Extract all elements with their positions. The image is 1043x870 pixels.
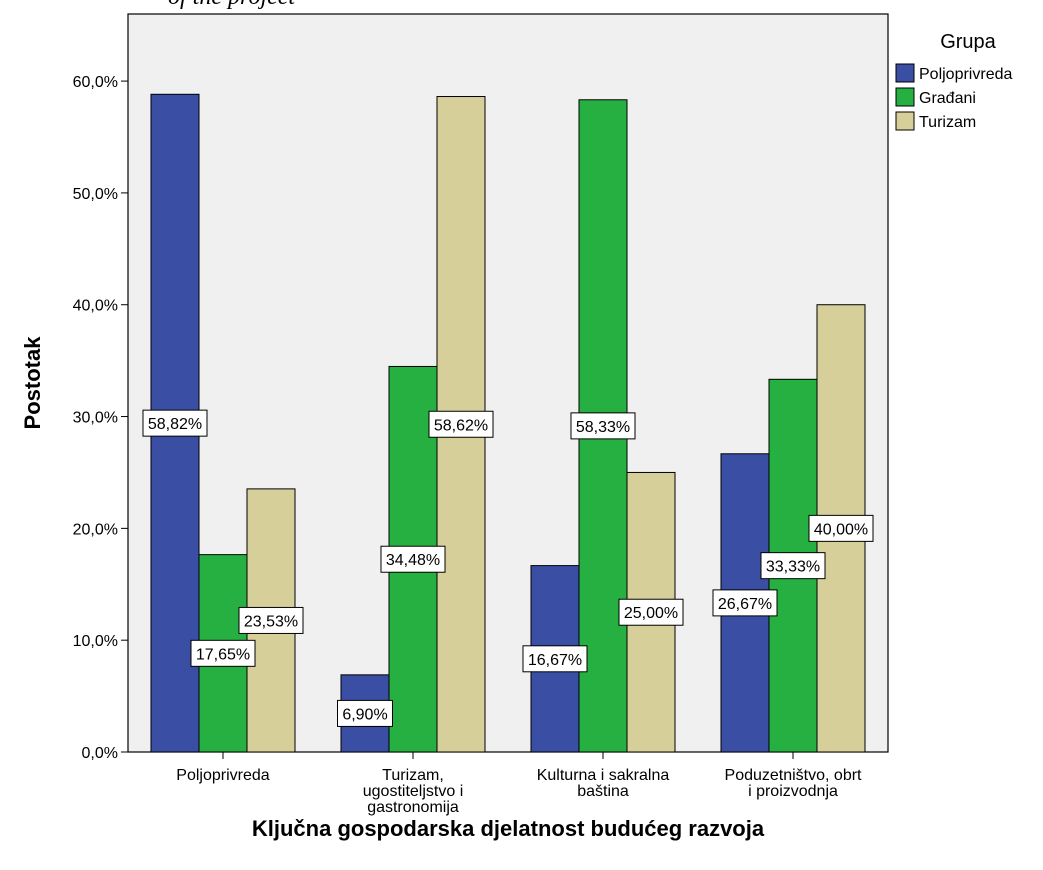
x-tick-label-line: Kulturna i sakralna <box>537 767 670 784</box>
data-label-2-2: 25,00% <box>618 598 684 626</box>
data-label-text: 58,33% <box>576 419 630 436</box>
x-tick-label-line: ugostiteljstvo i <box>363 783 464 800</box>
x-tick-label-line: gastronomija <box>367 799 459 816</box>
x-tick-label-line: Turizam, <box>382 767 444 784</box>
data-label-0-1: 17,65% <box>190 639 256 667</box>
data-label-box <box>570 412 636 440</box>
y-tick-label: 10,0% <box>73 633 118 650</box>
x-tick-label-line: Poljoprivreda <box>176 767 269 784</box>
data-label-3-0: 26,67% <box>712 589 778 617</box>
data-label-text: 25,00% <box>624 605 678 622</box>
legend-item-1: Građani <box>895 87 976 107</box>
data-label-0-2: 23,53% <box>238 606 304 634</box>
data-label-box <box>380 545 446 573</box>
data-label-box <box>522 645 588 673</box>
data-label-text: 58,82% <box>148 416 202 433</box>
data-label-1-1: 34,48% <box>380 545 446 573</box>
data-label-2-0: 16,67% <box>522 645 588 673</box>
header-fragment: of the project <box>168 0 295 11</box>
data-label-box <box>712 589 778 617</box>
legend-label: Turizam <box>919 114 976 131</box>
data-label-text: 34,48% <box>386 552 440 569</box>
legend-swatch <box>895 63 915 83</box>
y-tick-label: 0,0% <box>82 745 118 762</box>
y-tick-label: 20,0% <box>73 521 118 538</box>
data-label-box <box>238 606 304 634</box>
legend-swatch <box>895 111 915 131</box>
x-tick-label: Turizam, ugostiteljstvo i gastronomija <box>363 767 464 816</box>
y-tick-label: 50,0% <box>73 186 118 203</box>
data-label-text: 6,90% <box>342 706 387 723</box>
data-label-text: 26,67% <box>718 596 772 613</box>
legend-swatch <box>895 87 915 107</box>
legend-label: Građani <box>919 90 976 107</box>
data-label-text: 17,65% <box>196 646 250 663</box>
data-label-3-2: 40,00% <box>808 514 874 542</box>
data-label-box <box>760 552 826 580</box>
data-label-text: 16,67% <box>528 652 582 669</box>
data-label-box <box>142 409 208 437</box>
y-tick-label: 30,0% <box>73 410 118 427</box>
data-label-box <box>618 598 684 626</box>
data-label-box <box>428 410 494 438</box>
legend-label: Poljoprivreda <box>919 66 1012 83</box>
y-tick-label: 60,0% <box>73 74 118 91</box>
x-tick-label-line: Poduzetništvo, obrt <box>725 767 863 784</box>
data-label-text: 40,00% <box>814 521 868 538</box>
x-tick-label: Poduzetništvo, obrt i proizvodnja <box>725 767 863 800</box>
data-label-1-2: 58,62% <box>428 410 494 438</box>
data-label-2-1: 58,33% <box>570 412 636 440</box>
x-tick-label: Kulturna i sakralna baština <box>537 767 670 800</box>
data-label-box <box>190 639 256 667</box>
x-tick-label-line: baština <box>577 783 629 800</box>
legend-item-0: Poljoprivreda <box>895 63 1012 83</box>
data-label-0-0: 58,82% <box>142 409 208 437</box>
legend-item-2: Turizam <box>895 111 976 131</box>
y-axis-title: Postotak <box>20 336 45 430</box>
data-label-3-1: 33,33% <box>760 552 826 580</box>
y-tick-label: 40,0% <box>73 298 118 315</box>
data-label-box <box>337 699 393 727</box>
x-tick-label: Poljoprivreda <box>176 767 269 784</box>
legend-title: Grupa <box>940 31 996 53</box>
data-label-text: 23,53% <box>244 613 298 630</box>
x-axis-title: Ključna gospodarska djelatnost budućeg r… <box>252 816 765 841</box>
data-label-box <box>808 514 874 542</box>
x-tick-label-line: i proizvodnja <box>748 783 838 800</box>
data-label-text: 33,33% <box>766 559 820 576</box>
data-label-text: 58,62% <box>434 417 488 434</box>
data-label-1-0: 6,90% <box>337 699 393 727</box>
